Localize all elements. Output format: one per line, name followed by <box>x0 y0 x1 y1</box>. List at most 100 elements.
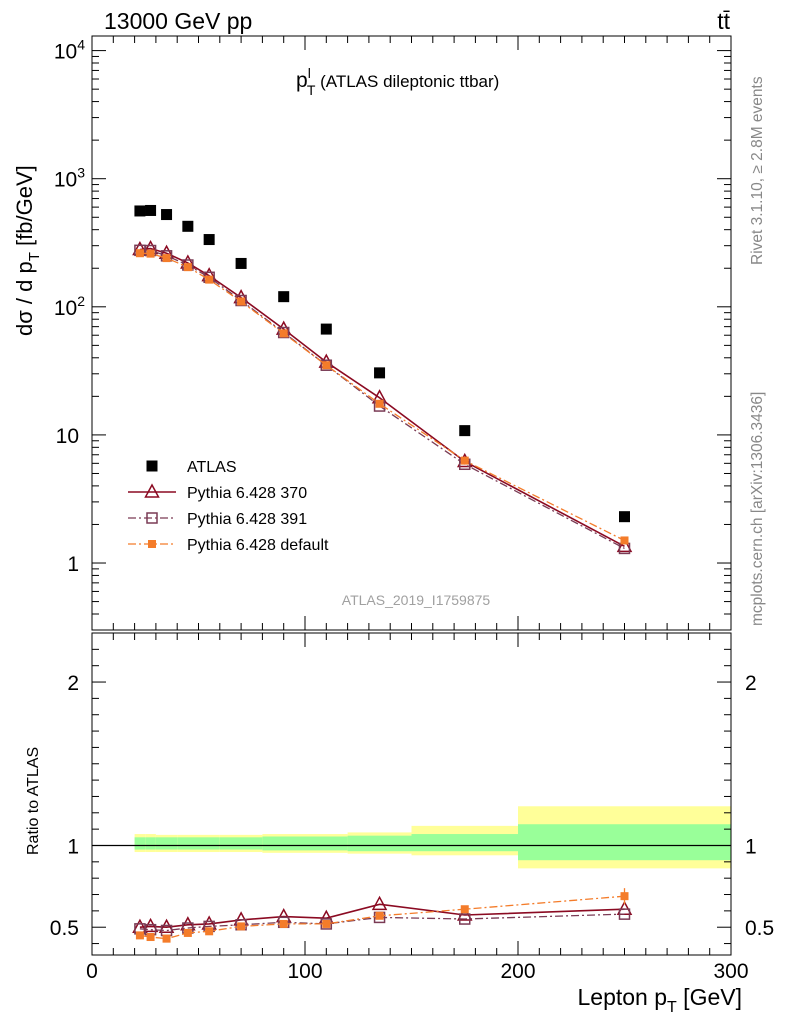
main-atlas-point <box>145 204 157 216</box>
main-pythia-6-428-default-point <box>205 275 214 284</box>
legend-marker <box>148 540 156 548</box>
main-y-tick-label-base: 10 <box>54 297 77 320</box>
ratio-band-inner <box>518 824 731 861</box>
ratio-pythia-6-428-default-point <box>322 919 331 928</box>
ratio-y-axis-title: Ratio to ATLAS <box>25 747 42 855</box>
plot-title-main: p <box>296 69 308 92</box>
ratio-plot-panel: 0.5 0.5 1 1 2 2 0 100 200 300 Ratio to ATLAS Lept… <box>25 632 774 1016</box>
ratio-pythia-6-428-391-point <box>459 913 471 925</box>
mcplots-label: mcplots.cern.ch [arXiv:1306.3436] <box>749 392 766 626</box>
x-axis-title-rest: [GeV] <box>677 984 742 1010</box>
main-atlas-point <box>619 511 630 523</box>
plot-title: pl T (ATLAS dileptonic ttbar) <box>296 65 499 98</box>
legend-label: ATLAS <box>187 459 237 476</box>
main-pythia-6-428-default-point <box>237 297 246 306</box>
ratio-band-inner <box>177 837 199 850</box>
main-y-tick-label: 102 <box>54 293 85 320</box>
ratio-pythia-6-428-default-point <box>162 934 171 943</box>
main-pythia-6-428-391-point <box>320 359 333 371</box>
ratio-y-tick-label: 0.5 <box>50 917 79 940</box>
main-atlas-point <box>320 323 332 335</box>
main-pythia-6-428-default-point <box>183 263 192 272</box>
main-pythia-6-428-default-point <box>279 329 288 338</box>
main-atlas-point <box>161 209 173 221</box>
ratio-pythia-6-428-default-point <box>183 928 192 937</box>
legend-marker <box>146 512 158 524</box>
legend-entry: Pythia 6.428 391 <box>128 511 307 528</box>
main-y-tick-label: 1 <box>67 553 79 576</box>
main-y-tick-label: 10 <box>56 425 79 448</box>
main-pythia-6-428-default-point <box>322 361 331 370</box>
main-pythia-6-428-default-point <box>135 249 144 258</box>
ratio-band-inner <box>219 837 263 850</box>
main-y-tick-label: 104 <box>54 37 85 64</box>
main-y-axis-title-main: dσ / d p <box>12 261 37 336</box>
rivet-version-label: Rivet 3.1.10, ≥ 2.8M events <box>749 76 766 265</box>
x-tick-label: 100 <box>287 960 322 983</box>
main-atlas-point <box>459 425 471 437</box>
main-atlas-point <box>278 291 290 303</box>
plot-title-sup: l <box>308 65 311 81</box>
energy-label: 13000 GeV pp <box>104 8 252 34</box>
legend-entry: Pythia 6.428 370 <box>128 483 307 502</box>
main-atlas-point <box>374 367 386 379</box>
main-pythia-6-428-391-point <box>277 326 290 339</box>
ratio-y-tick-label: 1 <box>67 835 79 858</box>
ratio-band-inner <box>305 836 348 851</box>
main-y-tick-label: 103 <box>54 165 85 192</box>
main-y-axis-title-text: dσ / d pT [fb/GeV] <box>12 165 43 336</box>
main-pythia-6-428-default-point <box>146 249 155 258</box>
main-pythia-6-428-370-point <box>616 537 633 553</box>
x-tick-label: 200 <box>500 960 535 983</box>
ratio-pythia-6-428-default-point <box>279 919 288 928</box>
ratio-band-inner <box>198 837 220 850</box>
legend-label: Pythia 6.428 391 <box>187 511 307 528</box>
x-axis-title-main: Lepton p <box>577 984 667 1010</box>
main-pythia-6-428-default-point <box>162 254 171 263</box>
ratio-band-inner <box>155 837 178 850</box>
main-pythia-6-428-default-point <box>375 399 384 408</box>
x-tick-label: 0 <box>86 960 98 983</box>
legend-label: Pythia 6.428 370 <box>187 485 307 502</box>
main-atlas-point <box>182 220 194 232</box>
process-label: tt̄ <box>717 8 730 34</box>
ratio-pythia-6-428-default-point <box>205 927 214 936</box>
ratio-pythia-6-428-default-point <box>135 931 144 940</box>
plot-title-rest: (ATLAS dileptonic ttbar) <box>315 72 499 91</box>
main-atlas-point <box>235 257 247 269</box>
ratio-pythia-6-428-default-point <box>237 922 246 931</box>
ratio-band-inner <box>145 837 156 850</box>
legend-label: Pythia 6.428 default <box>187 537 329 554</box>
legend-entry: Pythia 6.428 default <box>128 537 329 554</box>
main-y-axis-title: dσ / d pT [fb/GeV] <box>12 165 43 336</box>
ratio-pythia-6-428-370-point <box>371 895 388 911</box>
main-y-tick-label-exp: 4 <box>77 37 85 53</box>
legend: ATLAS Pythia 6.428 370 Pythia 6.428 391 Pyt… <box>128 459 329 554</box>
main-pythia-6-428-default-point <box>620 536 629 545</box>
main-y-axis-title-rest: [fb/GeV] <box>12 165 37 252</box>
main-atlas-point <box>203 234 215 246</box>
main-y-tick-label-exp: 2 <box>77 293 85 309</box>
x-tick-label: 300 <box>713 960 748 983</box>
ratio-band-inner <box>134 837 146 850</box>
ratio-y-tick-label: 2 <box>67 672 79 695</box>
plot-title-sub: T <box>307 82 316 98</box>
analysis-watermark: ATLAS_2019_I1759875 <box>342 592 491 608</box>
legend-marker <box>144 483 160 498</box>
legend-marker <box>146 460 158 472</box>
ratio-y-tick-label-right: 2 <box>745 672 757 695</box>
legend-entry: ATLAS <box>146 459 237 476</box>
ratio-band-inner <box>262 836 305 851</box>
ratio-plot-frame <box>91 632 732 956</box>
x-axis-title-sub: T <box>667 999 677 1016</box>
main-pythia-6-428-default-point <box>460 456 469 465</box>
main-y-axis-title-sub: T <box>26 252 43 261</box>
main-atlas-point <box>134 205 146 217</box>
ratio-pythia-6-428-default-point <box>460 905 469 914</box>
ratio-pythia-6-428-default-point <box>375 911 384 920</box>
main-y-tick-label-base: 10 <box>54 41 77 64</box>
ratio-pythia-6-428-default-point <box>146 933 155 942</box>
x-axis-title: Lepton pT [GeV] <box>577 984 742 1016</box>
